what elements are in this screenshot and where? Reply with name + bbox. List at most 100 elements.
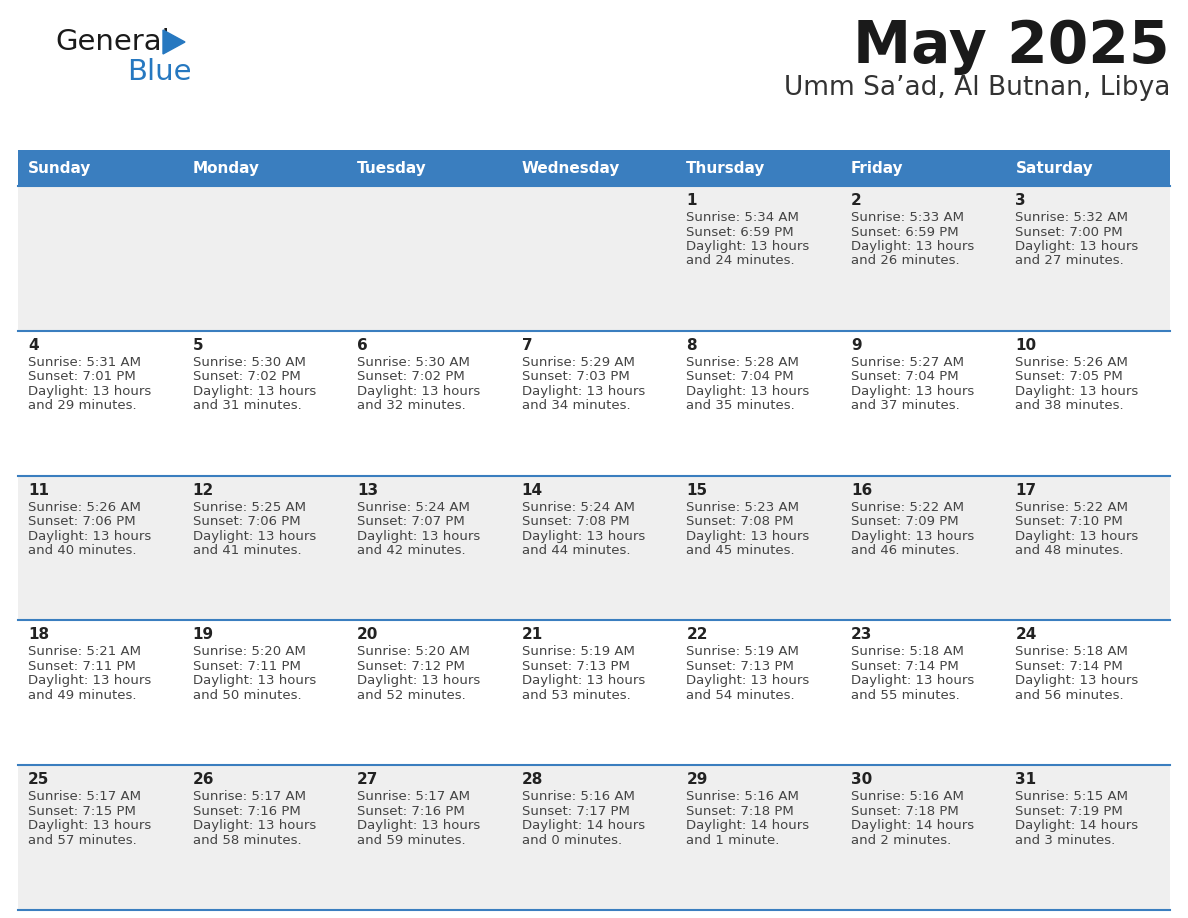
Text: Friday: Friday xyxy=(851,161,904,175)
Text: Sunset: 7:17 PM: Sunset: 7:17 PM xyxy=(522,805,630,818)
Text: Daylight: 13 hours: Daylight: 13 hours xyxy=(1016,675,1138,688)
Text: Daylight: 13 hours: Daylight: 13 hours xyxy=(687,385,809,397)
Text: Daylight: 13 hours: Daylight: 13 hours xyxy=(687,240,809,253)
Text: Sunrise: 5:17 AM: Sunrise: 5:17 AM xyxy=(29,790,141,803)
Bar xyxy=(18,186,1170,330)
Text: 3: 3 xyxy=(1016,193,1026,208)
Text: Sunset: 7:11 PM: Sunset: 7:11 PM xyxy=(192,660,301,673)
Text: and 52 minutes.: and 52 minutes. xyxy=(358,688,466,702)
Text: and 37 minutes.: and 37 minutes. xyxy=(851,399,960,412)
Text: 2: 2 xyxy=(851,193,861,208)
Text: and 2 minutes.: and 2 minutes. xyxy=(851,834,952,846)
Text: and 44 minutes.: and 44 minutes. xyxy=(522,544,630,557)
Text: 24: 24 xyxy=(1016,627,1037,643)
Polygon shape xyxy=(163,30,185,54)
Text: Sunset: 7:14 PM: Sunset: 7:14 PM xyxy=(1016,660,1123,673)
Text: Wednesday: Wednesday xyxy=(522,161,620,175)
Text: Sunset: 7:19 PM: Sunset: 7:19 PM xyxy=(1016,805,1123,818)
Text: Sunrise: 5:22 AM: Sunrise: 5:22 AM xyxy=(851,500,963,513)
Text: Sunrise: 5:34 AM: Sunrise: 5:34 AM xyxy=(687,211,800,224)
Text: and 46 minutes.: and 46 minutes. xyxy=(851,544,960,557)
Text: Daylight: 13 hours: Daylight: 13 hours xyxy=(192,530,316,543)
Text: 11: 11 xyxy=(29,483,49,498)
Text: Sunrise: 5:27 AM: Sunrise: 5:27 AM xyxy=(851,356,963,369)
Text: Daylight: 13 hours: Daylight: 13 hours xyxy=(358,819,480,833)
Text: Sunrise: 5:17 AM: Sunrise: 5:17 AM xyxy=(192,790,305,803)
Text: Daylight: 13 hours: Daylight: 13 hours xyxy=(192,819,316,833)
Text: May 2025: May 2025 xyxy=(853,18,1170,75)
Text: 15: 15 xyxy=(687,483,707,498)
Text: General: General xyxy=(55,28,170,56)
Text: and 35 minutes.: and 35 minutes. xyxy=(687,399,795,412)
Text: Sunset: 7:09 PM: Sunset: 7:09 PM xyxy=(851,515,959,528)
Text: Sunrise: 5:23 AM: Sunrise: 5:23 AM xyxy=(687,500,800,513)
Text: 27: 27 xyxy=(358,772,379,788)
Text: Sunrise: 5:15 AM: Sunrise: 5:15 AM xyxy=(1016,790,1129,803)
Text: Sunrise: 5:16 AM: Sunrise: 5:16 AM xyxy=(522,790,634,803)
Text: Thursday: Thursday xyxy=(687,161,765,175)
Text: Daylight: 13 hours: Daylight: 13 hours xyxy=(851,385,974,397)
Text: and 50 minutes.: and 50 minutes. xyxy=(192,688,302,702)
Text: and 27 minutes.: and 27 minutes. xyxy=(1016,254,1124,267)
Text: Sunset: 7:06 PM: Sunset: 7:06 PM xyxy=(192,515,301,528)
Text: Sunrise: 5:16 AM: Sunrise: 5:16 AM xyxy=(687,790,800,803)
Text: Sunrise: 5:20 AM: Sunrise: 5:20 AM xyxy=(358,645,470,658)
Text: Sunset: 7:01 PM: Sunset: 7:01 PM xyxy=(29,370,135,384)
Text: Sunset: 7:13 PM: Sunset: 7:13 PM xyxy=(687,660,794,673)
Text: 8: 8 xyxy=(687,338,697,353)
Text: Sunset: 7:08 PM: Sunset: 7:08 PM xyxy=(522,515,630,528)
Text: Sunset: 7:12 PM: Sunset: 7:12 PM xyxy=(358,660,465,673)
Text: 25: 25 xyxy=(29,772,50,788)
Text: 18: 18 xyxy=(29,627,49,643)
Text: Sunrise: 5:18 AM: Sunrise: 5:18 AM xyxy=(851,645,963,658)
Text: and 38 minutes.: and 38 minutes. xyxy=(1016,399,1124,412)
Text: 26: 26 xyxy=(192,772,214,788)
Text: Sunrise: 5:32 AM: Sunrise: 5:32 AM xyxy=(1016,211,1129,224)
Bar xyxy=(18,330,1170,476)
Text: and 57 minutes.: and 57 minutes. xyxy=(29,834,137,846)
Text: and 58 minutes.: and 58 minutes. xyxy=(192,834,302,846)
Text: Sunrise: 5:31 AM: Sunrise: 5:31 AM xyxy=(29,356,141,369)
Text: and 45 minutes.: and 45 minutes. xyxy=(687,544,795,557)
Text: Daylight: 13 hours: Daylight: 13 hours xyxy=(522,530,645,543)
Text: and 41 minutes.: and 41 minutes. xyxy=(192,544,302,557)
Bar xyxy=(18,621,1170,766)
Text: 22: 22 xyxy=(687,627,708,643)
Text: Monday: Monday xyxy=(192,161,259,175)
Text: 19: 19 xyxy=(192,627,214,643)
Text: Daylight: 13 hours: Daylight: 13 hours xyxy=(192,385,316,397)
Text: Sunset: 7:06 PM: Sunset: 7:06 PM xyxy=(29,515,135,528)
Text: Sunrise: 5:16 AM: Sunrise: 5:16 AM xyxy=(851,790,963,803)
Text: 20: 20 xyxy=(358,627,379,643)
Text: and 24 minutes.: and 24 minutes. xyxy=(687,254,795,267)
Text: Sunrise: 5:33 AM: Sunrise: 5:33 AM xyxy=(851,211,963,224)
Text: Sunday: Sunday xyxy=(29,161,91,175)
Text: Sunrise: 5:29 AM: Sunrise: 5:29 AM xyxy=(522,356,634,369)
Text: Sunrise: 5:17 AM: Sunrise: 5:17 AM xyxy=(358,790,470,803)
Text: Sunrise: 5:30 AM: Sunrise: 5:30 AM xyxy=(358,356,470,369)
Text: Daylight: 14 hours: Daylight: 14 hours xyxy=(522,819,645,833)
Text: and 29 minutes.: and 29 minutes. xyxy=(29,399,137,412)
Text: 6: 6 xyxy=(358,338,368,353)
Text: Daylight: 13 hours: Daylight: 13 hours xyxy=(358,385,480,397)
Text: Sunrise: 5:20 AM: Sunrise: 5:20 AM xyxy=(192,645,305,658)
Text: 28: 28 xyxy=(522,772,543,788)
Text: 10: 10 xyxy=(1016,338,1037,353)
Text: Daylight: 13 hours: Daylight: 13 hours xyxy=(522,675,645,688)
Text: Daylight: 13 hours: Daylight: 13 hours xyxy=(687,530,809,543)
Text: Daylight: 13 hours: Daylight: 13 hours xyxy=(851,675,974,688)
Text: Daylight: 14 hours: Daylight: 14 hours xyxy=(687,819,809,833)
Text: Sunset: 7:04 PM: Sunset: 7:04 PM xyxy=(687,370,794,384)
Text: and 3 minutes.: and 3 minutes. xyxy=(1016,834,1116,846)
Text: and 34 minutes.: and 34 minutes. xyxy=(522,399,631,412)
Text: and 32 minutes.: and 32 minutes. xyxy=(358,399,466,412)
Text: Sunset: 7:16 PM: Sunset: 7:16 PM xyxy=(358,805,465,818)
Text: 21: 21 xyxy=(522,627,543,643)
Text: and 42 minutes.: and 42 minutes. xyxy=(358,544,466,557)
Text: 16: 16 xyxy=(851,483,872,498)
Text: and 40 minutes.: and 40 minutes. xyxy=(29,544,137,557)
Text: and 54 minutes.: and 54 minutes. xyxy=(687,688,795,702)
Text: Sunset: 7:15 PM: Sunset: 7:15 PM xyxy=(29,805,135,818)
Text: Daylight: 13 hours: Daylight: 13 hours xyxy=(29,819,151,833)
Text: 7: 7 xyxy=(522,338,532,353)
